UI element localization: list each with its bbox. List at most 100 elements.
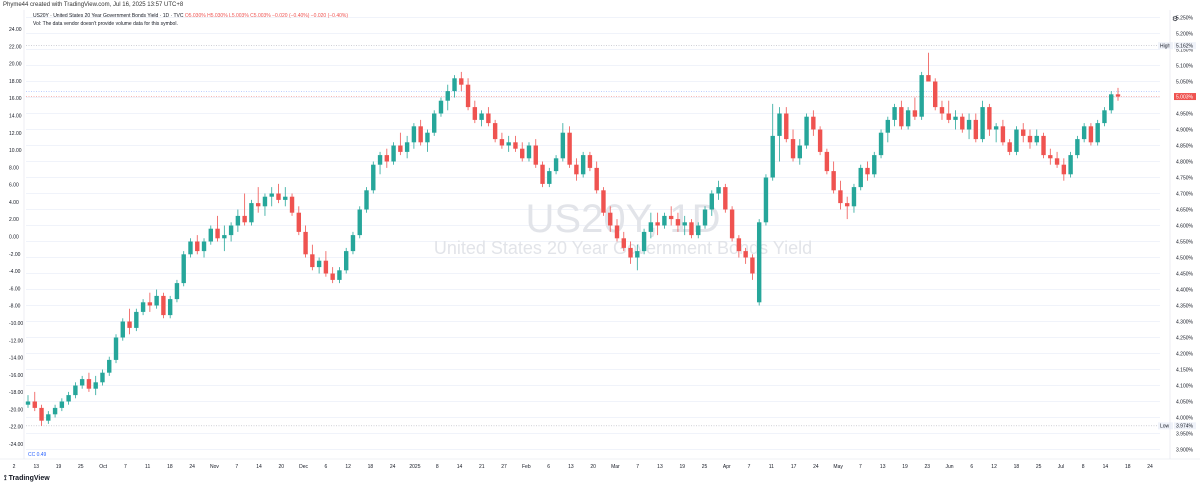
candle-down <box>899 107 904 127</box>
left-axis-tick-label: -4.00 <box>9 269 21 275</box>
candle-down <box>1000 126 1006 143</box>
candle-up <box>526 145 532 159</box>
candle-down <box>161 295 166 316</box>
x-axis-tick-label: Mar <box>611 464 620 470</box>
left-axis-tick-label: 10.00 <box>9 148 22 154</box>
x-axis-tick-label: 13 <box>880 464 886 470</box>
right-axis-tick-label: 4.000% <box>1176 416 1194 422</box>
left-axis-tick-label: -20.00 <box>9 407 23 413</box>
candle-down <box>310 254 315 268</box>
ohlc-values: O5.030% H5.030% L5.003% C5.003% −0.020 (… <box>184 13 349 19</box>
candle-up <box>682 222 687 226</box>
candle-up <box>188 241 193 255</box>
candle-up <box>107 359 112 373</box>
candle-down <box>459 78 464 85</box>
x-axis-tick-label: 12 <box>991 464 997 470</box>
candle-up <box>547 171 552 184</box>
x-axis-tick-label: 24 <box>1147 464 1153 470</box>
left-axis-tick-label: 14.00 <box>9 113 22 119</box>
candle-down <box>1021 129 1026 136</box>
candle-down <box>750 257 755 274</box>
candle-up <box>553 158 559 172</box>
x-axis-tick-label: Dec <box>299 464 308 470</box>
candle-up <box>371 164 376 191</box>
right-axis-tick-label: 4.900% <box>1176 128 1194 134</box>
left-axis-tick-label: -12.00 <box>9 338 23 344</box>
candle-down <box>540 164 545 184</box>
candle-down <box>296 212 302 232</box>
candle-down <box>668 215 674 220</box>
candle-down <box>811 116 816 130</box>
candle-up <box>262 196 268 207</box>
candle-down <box>831 171 836 191</box>
left-axis-tick-label: 22.00 <box>9 44 22 50</box>
x-axis-tick-label: 14 <box>256 464 262 470</box>
right-axis-tick-label: 4.300% <box>1176 320 1194 326</box>
candle-up <box>357 209 362 236</box>
candle-up <box>73 385 78 396</box>
candle-up <box>905 110 911 127</box>
candle-down <box>330 273 335 280</box>
candle-up <box>770 135 775 178</box>
candle-down <box>398 145 403 152</box>
candle-down <box>614 225 620 239</box>
tradingview-logo-icon: ⟟ <box>4 475 7 482</box>
candle-up <box>1095 123 1100 143</box>
candle-up <box>1034 135 1039 143</box>
x-axis-tick-label: 18 <box>1014 464 1020 470</box>
candle-down <box>675 219 681 226</box>
candle-up <box>391 145 396 162</box>
x-axis-tick-label: 24 <box>813 464 819 470</box>
candle-up <box>635 251 640 258</box>
candle-up <box>377 155 383 165</box>
candle-up <box>506 142 511 146</box>
left-axis-tick-label: 20.00 <box>9 62 22 68</box>
x-axis-tick-label: 18 <box>1125 464 1131 470</box>
x-axis-tick-label: 27 <box>501 464 507 470</box>
gear-icon[interactable]: ⚙ <box>1172 15 1178 23</box>
x-axis-tick-label: 25 <box>1036 464 1042 470</box>
x-axis-tick-label: 2025 <box>409 464 420 470</box>
candle-up <box>79 379 85 386</box>
candle-down <box>926 75 931 82</box>
candle-up <box>797 145 803 159</box>
x-axis-tick-label: 20 <box>590 464 596 470</box>
candle-up <box>479 113 484 120</box>
right-axis-tick-label: 4.550% <box>1176 240 1194 246</box>
candle-up <box>425 132 430 143</box>
candle-up <box>777 113 782 136</box>
x-axis-tick-label: Jul <box>1058 464 1064 470</box>
created-by-text: Phyme44 created with TradingView.com, Ju… <box>3 2 184 8</box>
x-axis-tick-label: 18 <box>167 464 173 470</box>
candle-up <box>980 107 985 140</box>
left-axis-tick-label: -14.00 <box>9 356 23 362</box>
candle-down <box>86 379 92 389</box>
x-axis-tick-label: 6 <box>547 464 550 470</box>
candle-down <box>723 187 728 210</box>
right-axis-tick-label: 4.050% <box>1176 400 1194 406</box>
candle-up <box>716 187 721 194</box>
candle-down <box>987 107 992 130</box>
volume-note: Vol: The data vendor doesn't provide vol… <box>33 21 178 27</box>
left-axis-tick-label: -8.00 <box>9 304 21 310</box>
cc-indicator-label[interactable]: CC 0.49 <box>28 452 47 458</box>
candle-up <box>804 116 809 146</box>
right-axis-tick-label: 4.950% <box>1176 112 1194 118</box>
x-axis-tick-label: 6 <box>970 464 973 470</box>
candle-up <box>93 382 98 389</box>
right-axis-tick-label: 3.950% <box>1176 432 1194 438</box>
candle-down <box>608 212 613 226</box>
candle-up <box>432 113 437 133</box>
right-axis-tick-label: 5.200% <box>1176 32 1194 38</box>
x-axis-tick-label: 2 <box>13 464 16 470</box>
left-axis-tick-label: -10.00 <box>9 321 23 327</box>
candle-down <box>465 84 471 108</box>
candle-down <box>1054 158 1060 165</box>
x-axis-tick-label: May <box>833 464 843 470</box>
right-axis-tick-label: 5.100% <box>1176 64 1194 70</box>
candle-up <box>851 187 857 207</box>
right-axis-tick-label: 4.250% <box>1176 336 1194 342</box>
candle-up <box>445 91 450 101</box>
